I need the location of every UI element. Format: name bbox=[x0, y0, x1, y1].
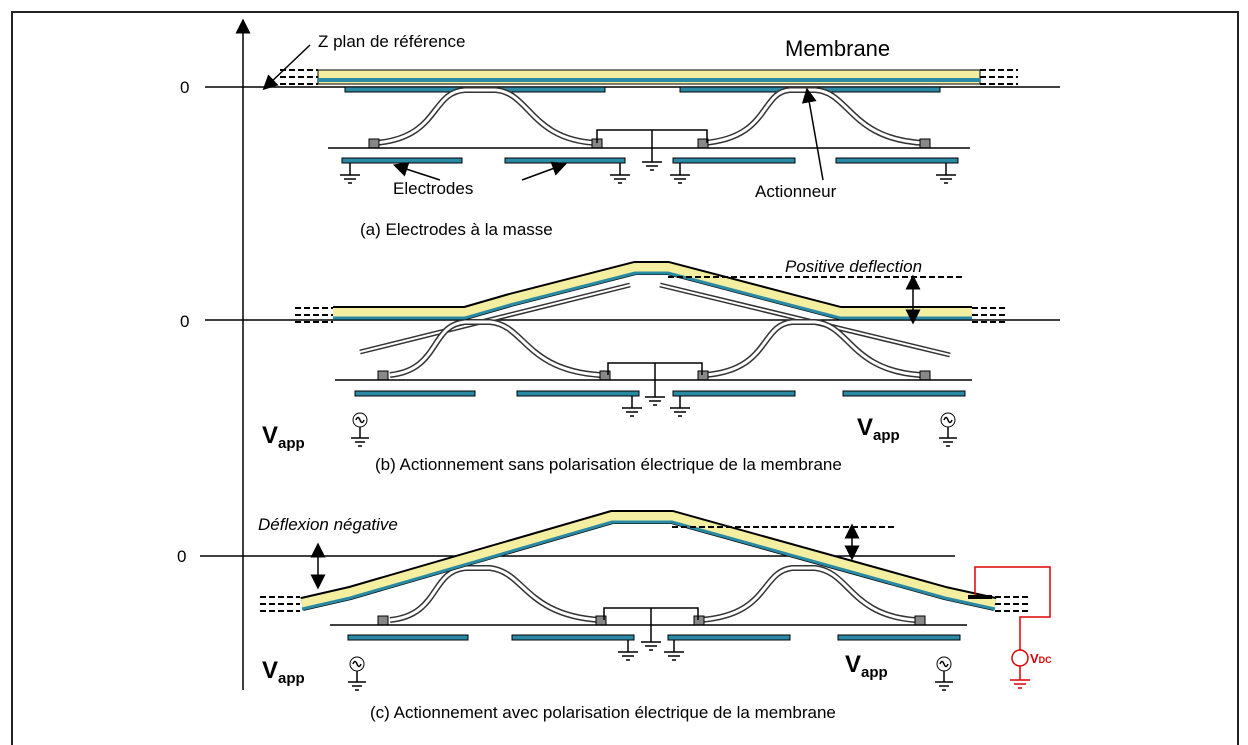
electrodes-label: Electrodes bbox=[393, 179, 473, 198]
frame bbox=[11, 11, 1239, 745]
v-app: Vapp bbox=[262, 657, 305, 687]
dc-source bbox=[968, 566, 1051, 689]
zero-label: 0 bbox=[177, 547, 186, 566]
actuator-label: Actionneur bbox=[755, 182, 837, 201]
v-dc: VDC bbox=[1030, 651, 1052, 666]
zero-label: 0 bbox=[180, 312, 189, 331]
negative-deflection: Déflexion négative bbox=[258, 515, 398, 534]
caption: (c) Actionnement avec polarisation élect… bbox=[370, 703, 836, 722]
caption: (b) Actionnement sans polarisation élect… bbox=[375, 455, 842, 474]
panel-c: 0 Déflexion négative Vapp Vapp VDC (c) A… bbox=[177, 510, 1052, 722]
v-app: Vapp bbox=[857, 414, 900, 444]
v-app: Vapp bbox=[262, 422, 305, 452]
z-reference: Z plan de référence bbox=[318, 32, 465, 51]
v-app: Vapp bbox=[845, 651, 888, 681]
zero-label: 0 bbox=[180, 78, 189, 97]
positive-deflection: Positive deflection bbox=[785, 257, 922, 276]
panel-b: 0 Positive deflection Vapp Vapp (b) Acti… bbox=[180, 257, 1060, 474]
caption: (a) Electrodes à la masse bbox=[360, 220, 553, 239]
membrane-label: Membrane bbox=[785, 36, 890, 61]
panel-a: 0 Z plan de référence Membrane Electrode… bbox=[180, 32, 1060, 239]
